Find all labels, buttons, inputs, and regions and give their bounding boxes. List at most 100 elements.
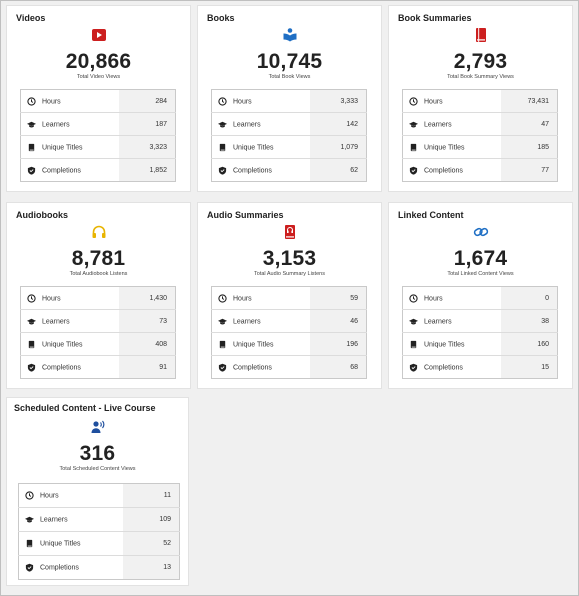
- row-label: Hours: [42, 294, 61, 302]
- book-icon: [27, 143, 36, 152]
- shield-check-icon: [27, 166, 36, 175]
- card-audiobooks: Audiobooks 8,781 Total Audiobook Listens…: [6, 202, 191, 389]
- link-icon: [473, 224, 489, 240]
- row-label: Completions: [42, 363, 81, 371]
- row-label: Completions: [233, 363, 272, 371]
- book-icon: [25, 539, 34, 548]
- table-row: Hours 0: [402, 286, 558, 310]
- row-label: Completions: [42, 166, 81, 174]
- row-label: Learners: [40, 516, 68, 524]
- shield-check-icon: [409, 166, 418, 175]
- table-row: Completions 15: [402, 355, 558, 379]
- book-icon: [409, 143, 418, 152]
- card-title: Scheduled Content - Live Course: [14, 403, 156, 413]
- row-value: 3,333: [310, 89, 367, 113]
- table-row: Hours 3,333: [211, 89, 367, 113]
- row-value: 196: [310, 332, 367, 356]
- row-label: Completions: [40, 564, 79, 572]
- table-row: Unique Titles 160: [402, 332, 558, 356]
- book-icon: [218, 143, 227, 152]
- row-value: 11: [123, 483, 180, 508]
- row-label: Learners: [424, 317, 452, 325]
- row-value: 185: [501, 135, 558, 159]
- stats-table: Hours 11 Learners 109 Unique Titles 52 Comp…: [18, 483, 180, 580]
- shield-check-icon: [218, 166, 227, 175]
- row-label: Completions: [424, 363, 463, 371]
- row-label: Unique Titles: [42, 340, 83, 348]
- book-icon: [409, 340, 418, 349]
- stats-table: Hours 3,333 Learners 142 Unique Titles 1,07…: [211, 89, 367, 182]
- audio-summary-icon: [282, 224, 298, 240]
- book-reader-icon: [282, 27, 298, 43]
- total-label: Total Scheduled Content Views: [59, 466, 136, 472]
- row-value: 73,431: [501, 89, 558, 113]
- table-row: Hours 73,431: [402, 89, 558, 113]
- stats-table: Hours 59 Learners 46 Unique Titles 196 Comp…: [211, 286, 367, 379]
- row-value: 187: [119, 112, 176, 136]
- table-row: Learners 46: [211, 309, 367, 333]
- table-row: Unique Titles 52: [18, 531, 180, 556]
- total-count: 3,153: [262, 247, 317, 270]
- headphones-icon: [91, 224, 107, 240]
- row-value: 77: [501, 158, 558, 182]
- row-label: Unique Titles: [42, 143, 83, 151]
- total-label: Total Book Views: [268, 74, 311, 80]
- card-linked-content: Linked Content 1,674 Total Linked Conten…: [388, 202, 573, 389]
- table-row: Learners 73: [20, 309, 176, 333]
- table-row: Unique Titles 408: [20, 332, 176, 356]
- shield-check-icon: [27, 363, 36, 372]
- total-label: Total Audiobook Listens: [69, 271, 128, 277]
- table-row: Completions 68: [211, 355, 367, 379]
- total-label: Total Audio Summary Listens: [254, 271, 325, 277]
- shield-check-icon: [25, 563, 34, 572]
- row-value: 15: [501, 355, 558, 379]
- table-row: Completions 1,852: [20, 158, 176, 182]
- stats-table: Hours 1,430 Learners 73 Unique Titles 408 C…: [20, 286, 176, 379]
- row-value: 284: [119, 89, 176, 113]
- row-label: Hours: [233, 97, 252, 105]
- table-row: Learners 38: [402, 309, 558, 333]
- graduation-cap-icon: [409, 317, 418, 326]
- row-label: Learners: [424, 120, 452, 128]
- row-label: Learners: [233, 120, 261, 128]
- book-icon: [27, 340, 36, 349]
- card-title: Audiobooks: [16, 210, 68, 220]
- table-row: Hours 11: [18, 483, 180, 508]
- table-row: Learners 109: [18, 507, 180, 532]
- graduation-cap-icon: [218, 120, 227, 129]
- graduation-cap-icon: [25, 515, 34, 524]
- card-title: Books: [207, 13, 235, 23]
- card-book-summaries: Book Summaries 2,793 Total Book Summary …: [388, 5, 573, 192]
- row-value: 0: [501, 286, 558, 310]
- row-value: 52: [123, 531, 180, 556]
- row-label: Unique Titles: [424, 143, 465, 151]
- graduation-cap-icon: [27, 120, 36, 129]
- row-value: 408: [119, 332, 176, 356]
- live-course-speaker-icon: [90, 419, 106, 435]
- row-value: 142: [310, 112, 367, 136]
- card-title: Audio Summaries: [207, 210, 284, 220]
- table-row: Completions 62: [211, 158, 367, 182]
- graduation-cap-icon: [409, 120, 418, 129]
- card-title: Videos: [16, 13, 46, 23]
- table-row: Completions 91: [20, 355, 176, 379]
- row-value: 1,079: [310, 135, 367, 159]
- card-videos: Videos 20,866 Total Video Views Hours 284…: [6, 5, 191, 192]
- clock-icon: [409, 96, 418, 106]
- row-label: Hours: [233, 294, 252, 302]
- row-label: Completions: [424, 166, 463, 174]
- row-value: 160: [501, 332, 558, 356]
- total-label: Total Linked Content Views: [447, 271, 514, 277]
- row-value: 46: [310, 309, 367, 333]
- clock-icon: [409, 293, 418, 303]
- table-row: Unique Titles 3,323: [20, 135, 176, 159]
- stats-table: Hours 0 Learners 38 Unique Titles 160 Compl…: [402, 286, 558, 379]
- row-value: 1,852: [119, 158, 176, 182]
- video-play-icon: [91, 27, 107, 43]
- shield-check-icon: [409, 363, 418, 372]
- row-label: Hours: [424, 294, 443, 302]
- stats-table: Hours 284 Learners 187 Unique Titles 3,323 …: [20, 89, 176, 182]
- table-row: Unique Titles 196: [211, 332, 367, 356]
- row-label: Unique Titles: [424, 340, 465, 348]
- clock-icon: [27, 293, 36, 303]
